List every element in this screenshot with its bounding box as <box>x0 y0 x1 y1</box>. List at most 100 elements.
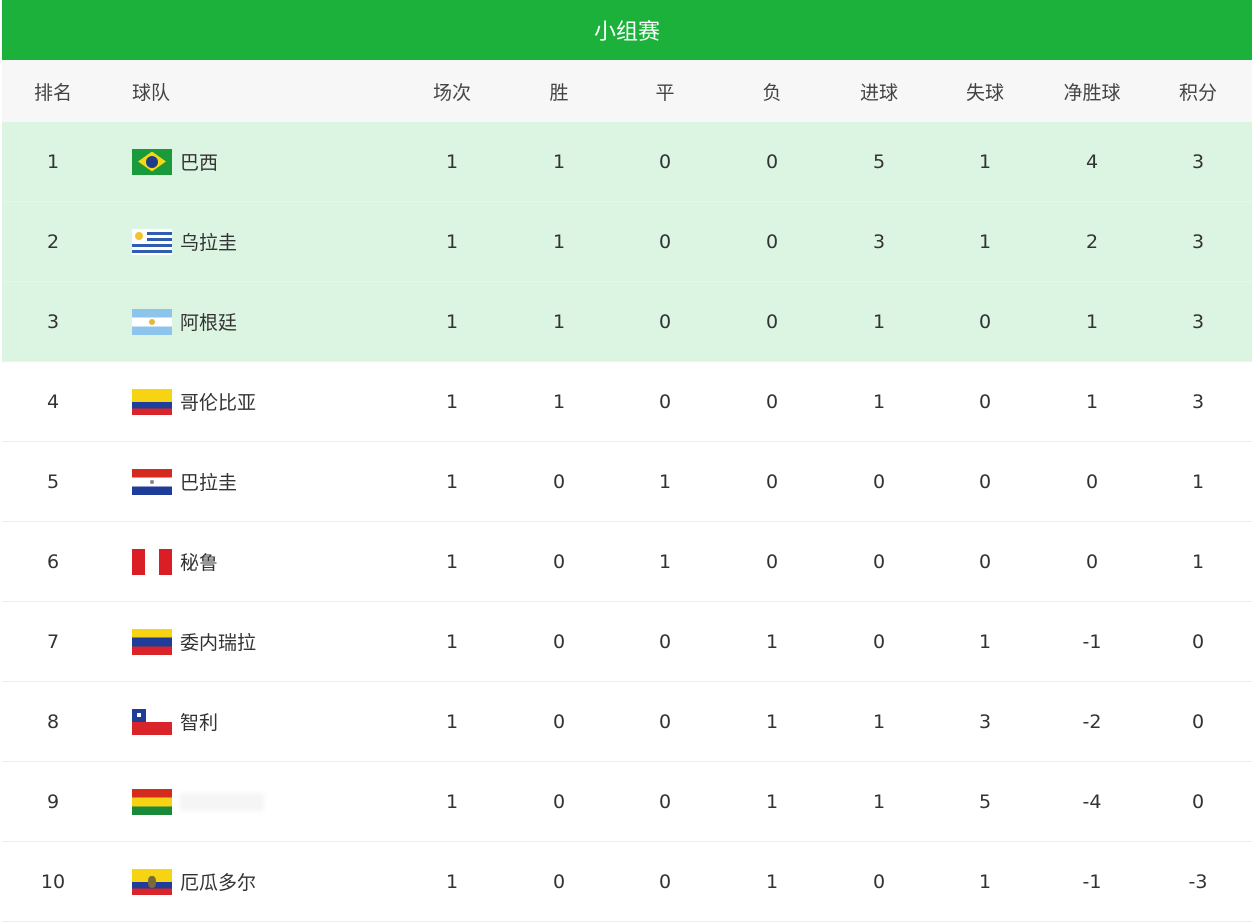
team-cell: 智利 <box>132 682 218 761</box>
stat-cell: 0 <box>552 470 566 493</box>
stat-cell: 1 <box>1191 550 1205 573</box>
team-cell: 厄瓜多尔 <box>132 842 256 921</box>
column-header: 场次 <box>432 81 471 104</box>
team-name: 乌拉圭 <box>180 232 238 254</box>
table-row: 8 智利 1 0 0 1 1 3 -2 0 <box>2 682 1252 762</box>
stat-cell: 3 <box>872 230 886 253</box>
table-row: 1 巴西 1 1 0 0 5 1 4 3 <box>2 122 1252 202</box>
column-header: 胜 <box>549 81 569 104</box>
stat-cell: 0 <box>658 630 672 653</box>
rank: 10 <box>40 870 66 893</box>
stat-cell: 3 <box>1191 230 1205 253</box>
stat-cell: 1 <box>1191 470 1205 493</box>
team-cell <box>132 762 264 841</box>
stat-cell: 0 <box>552 550 566 573</box>
rank: 1 <box>46 150 60 173</box>
stat-cell: 1 <box>1085 390 1099 413</box>
stat-cell: 0 <box>978 390 992 413</box>
stat-cell: 0 <box>872 870 886 893</box>
stat-cell: 0 <box>552 870 566 893</box>
stat-cell: 1 <box>872 790 886 813</box>
stat-cell: 0 <box>1191 630 1205 653</box>
stat-cell: 1 <box>445 790 459 813</box>
team-name: 智利 <box>180 712 219 734</box>
rank: 5 <box>46 470 60 493</box>
column-header: 排名 <box>33 81 72 104</box>
stat-cell: 2 <box>1085 230 1099 253</box>
stat-cell: -3 <box>1188 870 1208 893</box>
stat-cell: 1 <box>552 390 566 413</box>
team-cell: 哥伦比亚 <box>132 362 256 441</box>
stat-cell: 5 <box>872 150 886 173</box>
rank: 4 <box>46 390 60 413</box>
stat-cell: 4 <box>1085 150 1099 173</box>
stat-cell: 1 <box>978 630 992 653</box>
stat-cell: 0 <box>552 630 566 653</box>
stat-cell: -1 <box>1082 630 1102 653</box>
stat-cell: 1 <box>445 230 459 253</box>
stat-cell: 0 <box>765 470 779 493</box>
stat-cell: -4 <box>1082 790 1102 813</box>
stat-cell: 0 <box>658 230 672 253</box>
stat-cell: 1 <box>765 870 779 893</box>
stat-cell: 0 <box>1085 470 1099 493</box>
table-row: 6 秘鲁 1 0 1 0 0 0 0 1 <box>2 522 1252 602</box>
stat-cell: 1 <box>445 710 459 733</box>
venezuela-flag-icon <box>132 628 172 655</box>
stat-cell: 0 <box>765 310 779 333</box>
stat-cell: 1 <box>445 390 459 413</box>
stat-cell: 1 <box>658 470 672 493</box>
stat-cell: 1 <box>552 230 566 253</box>
stat-cell: 1 <box>765 710 779 733</box>
stat-cell: 5 <box>978 790 992 813</box>
stat-cell: 0 <box>658 390 672 413</box>
stat-cell: 0 <box>658 710 672 733</box>
team-cell: 巴西 <box>132 122 218 201</box>
stat-cell: 0 <box>765 390 779 413</box>
team-name: 哥伦比亚 <box>180 392 257 414</box>
team-name: 委内瑞拉 <box>180 632 257 654</box>
stat-cell: 0 <box>552 790 566 813</box>
stat-cell: 0 <box>978 550 992 573</box>
team-cell: 巴拉圭 <box>132 442 237 521</box>
stat-cell: 0 <box>978 310 992 333</box>
stat-cell: 0 <box>978 470 992 493</box>
stat-cell: 0 <box>872 630 886 653</box>
brazil-flag-icon <box>132 148 172 175</box>
stat-cell: 0 <box>552 710 566 733</box>
team-cell: 阿根廷 <box>132 282 237 361</box>
stat-cell: 1 <box>978 870 992 893</box>
team-name: 巴西 <box>180 152 219 174</box>
stat-cell: 1 <box>445 470 459 493</box>
chile-flag-icon <box>132 708 172 735</box>
rank: 3 <box>46 310 60 333</box>
stat-cell: 1 <box>445 150 459 173</box>
paraguay-flag-icon <box>132 468 172 495</box>
argentina-flag-icon <box>132 308 172 335</box>
rank: 2 <box>46 230 60 253</box>
stat-cell: 1 <box>445 550 459 573</box>
team-cell: 乌拉圭 <box>132 202 237 281</box>
header-row: 排名 球队 场次 胜 平 负 进球 失球 净胜球 积分 <box>2 60 1252 122</box>
rank: 6 <box>46 550 60 573</box>
column-header: 积分 <box>1178 81 1217 104</box>
stat-cell: 3 <box>1191 310 1205 333</box>
stat-cell: 1 <box>552 150 566 173</box>
stat-cell: 1 <box>765 790 779 813</box>
table-row: 4 哥伦比亚 1 1 0 0 1 0 1 3 <box>2 362 1252 442</box>
stat-cell: 0 <box>1085 550 1099 573</box>
stat-cell: 0 <box>872 550 886 573</box>
uruguay-flag-icon <box>132 228 172 255</box>
table-row: 10 厄瓜多尔 1 0 0 1 0 1 -1 -3 <box>2 842 1252 922</box>
colombia-flag-icon <box>132 388 172 415</box>
stat-cell: -2 <box>1082 710 1102 733</box>
column-header: 失球 <box>965 81 1004 104</box>
column-header: 进球 <box>859 81 898 104</box>
bolivia-flag-icon <box>132 788 172 815</box>
table-row: 5 巴拉圭 1 0 1 0 0 0 0 1 <box>2 442 1252 522</box>
stat-cell: 1 <box>658 550 672 573</box>
column-header: 平 <box>655 81 675 104</box>
stat-cell: 3 <box>978 710 992 733</box>
stat-cell: 3 <box>1191 390 1205 413</box>
